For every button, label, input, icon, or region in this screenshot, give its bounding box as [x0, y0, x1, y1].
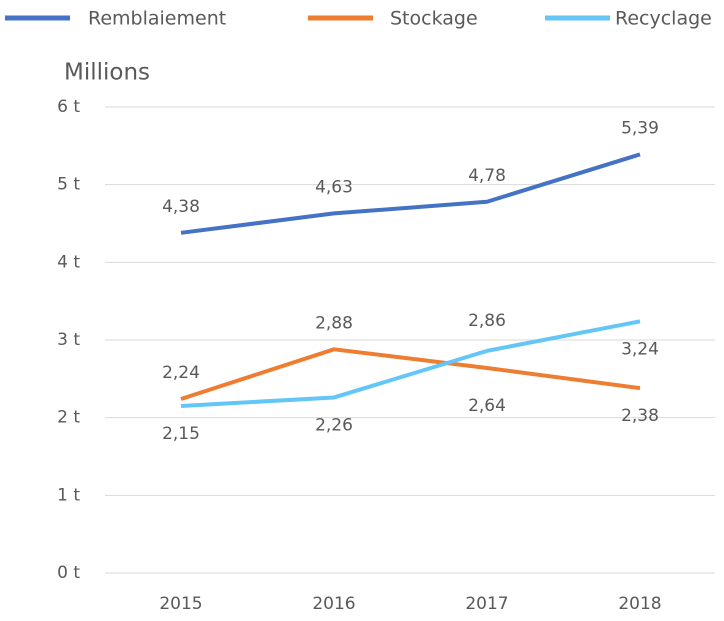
legend-label: Stockage: [390, 8, 478, 30]
x-tick-label: 2015: [159, 594, 202, 614]
legend-label: Remblaiement: [88, 8, 226, 30]
data-label: 5,39: [621, 118, 659, 138]
legend-label: Recyclage: [615, 8, 712, 30]
data-label: 2,86: [468, 311, 506, 331]
y-axis-label: Millions: [64, 60, 150, 86]
series-line: [180, 152, 641, 235]
y-tick-label: 5 t: [57, 175, 80, 195]
series-line: [180, 319, 641, 409]
data-label: 4,38: [162, 197, 200, 217]
x-tick-label: 2018: [618, 594, 661, 614]
data-label: 2,24: [162, 363, 200, 383]
series-line: [180, 347, 641, 401]
y-tick-label: 3 t: [57, 330, 80, 350]
y-tick-label: 4 t: [57, 252, 80, 272]
data-label: 3,24: [621, 339, 659, 359]
data-label: 2,64: [468, 396, 506, 416]
data-label: 4,78: [468, 166, 506, 186]
x-tick-label: 2017: [465, 594, 508, 614]
data-label: 2,15: [162, 424, 200, 444]
y-tick-label: 0 t: [57, 563, 80, 583]
data-label: 2,88: [315, 313, 353, 333]
data-label: 2,38: [621, 406, 659, 426]
x-tick-label: 2016: [312, 594, 355, 614]
y-tick-label: 2 t: [57, 408, 80, 428]
y-tick-label: 1 t: [57, 485, 80, 505]
data-label: 4,63: [315, 177, 353, 197]
data-label: 2,26: [315, 415, 353, 435]
y-tick-label: 6 t: [57, 97, 80, 117]
